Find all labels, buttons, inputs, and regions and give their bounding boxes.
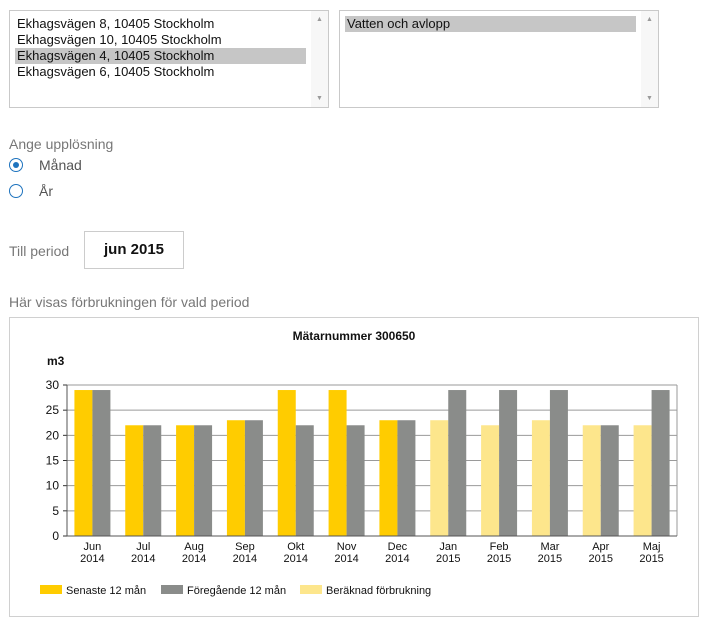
y-tick-label: 20 bbox=[46, 428, 60, 442]
x-tick-label-year: 2014 bbox=[182, 553, 206, 565]
bar-beraknad bbox=[582, 425, 601, 536]
x-tick-label-year: 2014 bbox=[233, 553, 257, 565]
service-scrollbar[interactable]: ▲ ▼ bbox=[641, 11, 658, 107]
bar-foregaende bbox=[397, 420, 416, 536]
bar-foregaende bbox=[549, 390, 568, 536]
y-tick-label: 30 bbox=[46, 378, 60, 392]
address-option[interactable]: Ekhagsvägen 8, 10405 Stockholm bbox=[17, 16, 215, 31]
x-tick-label-month: Feb bbox=[490, 541, 509, 553]
bar-foregaende bbox=[194, 425, 213, 536]
x-tick-label-year: 2015 bbox=[487, 553, 511, 565]
bar-beraknad bbox=[633, 425, 652, 536]
scroll-down-arrow-icon[interactable]: ▼ bbox=[316, 95, 323, 102]
bar-senaste bbox=[379, 420, 398, 536]
x-tick-label-year: 2014 bbox=[334, 553, 358, 565]
x-tick-label-month: Sep bbox=[235, 541, 255, 553]
bar-beraknad bbox=[531, 420, 550, 536]
address-listbox[interactable]: Ekhagsvägen 8, 10405 Stockholm Ekhagsväge… bbox=[9, 10, 329, 108]
radio-year[interactable]: År bbox=[9, 182, 53, 200]
period-input[interactable]: jun 2015 bbox=[84, 231, 184, 269]
bar-senaste bbox=[277, 390, 296, 536]
x-tick-label-month: Mar bbox=[540, 541, 559, 553]
bar-senaste bbox=[226, 420, 245, 536]
x-tick-label-year: 2014 bbox=[80, 553, 104, 565]
address-scrollbar[interactable]: ▲ ▼ bbox=[311, 11, 328, 107]
bar-senaste bbox=[125, 425, 144, 536]
address-list-items: Ekhagsvägen 8, 10405 Stockholm Ekhagsväge… bbox=[15, 16, 306, 80]
y-tick-label: 15 bbox=[46, 454, 60, 468]
x-tick-label-year: 2014 bbox=[131, 553, 155, 565]
usage-label: Här visas förbrukningen för vald period bbox=[9, 294, 250, 310]
x-tick-label-month: Jan bbox=[439, 541, 457, 553]
y-tick-label: 25 bbox=[46, 403, 60, 417]
bar-senaste bbox=[176, 425, 195, 536]
radio-button-icon[interactable] bbox=[9, 184, 23, 198]
service-option[interactable]: Vatten och avlopp bbox=[345, 16, 636, 32]
bar-beraknad bbox=[430, 420, 449, 536]
bar-foregaende bbox=[651, 390, 670, 536]
x-tick-label-month: Maj bbox=[643, 541, 661, 553]
bar-foregaende bbox=[499, 390, 518, 536]
x-tick-label-year: 2015 bbox=[436, 553, 460, 565]
legend-swatch bbox=[40, 585, 62, 594]
address-option[interactable]: Ekhagsvägen 10, 10405 Stockholm bbox=[17, 32, 222, 47]
scroll-up-arrow-icon[interactable]: ▲ bbox=[316, 16, 323, 23]
address-option[interactable]: Ekhagsvägen 6, 10405 Stockholm bbox=[17, 64, 215, 79]
bar-senaste bbox=[328, 390, 347, 536]
x-tick-label-year: 2014 bbox=[284, 553, 308, 565]
service-list-items: Vatten och avlopp bbox=[345, 16, 636, 32]
address-option[interactable]: Ekhagsvägen 4, 10405 Stockholm bbox=[15, 48, 306, 64]
bar-foregaende bbox=[295, 425, 314, 536]
radio-year-label: År bbox=[39, 183, 53, 199]
legend-label: Senaste 12 mån bbox=[66, 585, 146, 597]
radio-button-checked-icon[interactable] bbox=[9, 158, 23, 172]
radio-month-label: Månad bbox=[39, 157, 82, 173]
x-tick-label-month: Nov bbox=[337, 541, 357, 553]
y-tick-label: 5 bbox=[52, 504, 59, 518]
y-tick-label: 0 bbox=[52, 529, 59, 543]
radio-month[interactable]: Månad bbox=[9, 156, 82, 174]
y-tick-label: 10 bbox=[46, 479, 60, 493]
x-tick-label-year: 2015 bbox=[639, 553, 663, 565]
bar-foregaende bbox=[244, 420, 263, 536]
scroll-up-arrow-icon[interactable]: ▲ bbox=[646, 16, 653, 23]
scroll-down-arrow-icon[interactable]: ▼ bbox=[646, 95, 653, 102]
resolution-label: Ange upplösning bbox=[9, 136, 114, 152]
legend-label: Beräknad förbrukning bbox=[326, 585, 431, 597]
x-tick-label-month: Jun bbox=[84, 541, 102, 553]
period-label: Till period bbox=[9, 243, 70, 259]
y-axis-label: m3 bbox=[47, 354, 65, 368]
legend-swatch bbox=[300, 585, 322, 594]
service-listbox[interactable]: Vatten och avlopp ▲ ▼ bbox=[339, 10, 659, 108]
legend-label: Föregående 12 mån bbox=[187, 585, 286, 597]
legend-swatch bbox=[161, 585, 183, 594]
x-tick-label-month: Jul bbox=[136, 541, 150, 553]
bar-foregaende bbox=[346, 425, 365, 536]
x-tick-label-year: 2014 bbox=[385, 553, 409, 565]
x-tick-label-year: 2015 bbox=[589, 553, 613, 565]
bar-senaste bbox=[74, 390, 93, 536]
chart-title: Mätarnummer 300650 bbox=[293, 329, 416, 343]
bar-foregaende bbox=[448, 390, 467, 536]
bar-beraknad bbox=[481, 425, 500, 536]
x-tick-label-month: Apr bbox=[592, 541, 609, 553]
x-tick-label-month: Aug bbox=[184, 541, 204, 553]
x-tick-label-month: Okt bbox=[287, 541, 304, 553]
chart-svg: Mätarnummer 300650m3051015202530Jun2014J… bbox=[40, 329, 678, 597]
bar-foregaende bbox=[92, 390, 111, 536]
bar-foregaende bbox=[600, 425, 619, 536]
consumption-chart: Mätarnummer 300650 m3 0 5 10 15 20 25 30 Jun 2014 J… bbox=[9, 317, 699, 617]
x-tick-label-month: Dec bbox=[388, 541, 408, 553]
bar-foregaende bbox=[143, 425, 162, 536]
x-tick-label-year: 2015 bbox=[538, 553, 562, 565]
